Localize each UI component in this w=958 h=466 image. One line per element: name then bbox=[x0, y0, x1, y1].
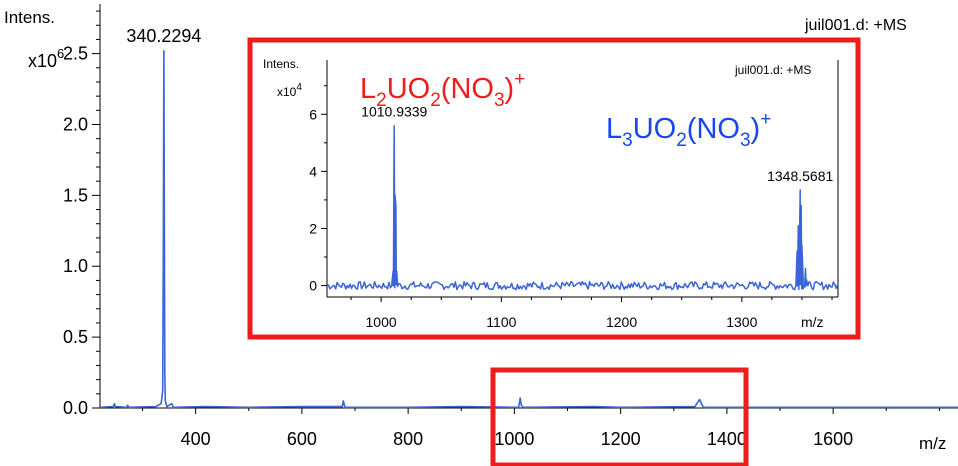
main-y-tick-label: 2.0 bbox=[63, 114, 88, 134]
main-x-tick-label: 800 bbox=[393, 429, 423, 449]
inset-x-tick-label: 1200 bbox=[606, 314, 637, 330]
inset-y-axis-label: Intens. bbox=[263, 57, 299, 71]
main-y-multiplier-base: x10 bbox=[28, 51, 57, 71]
formula-l2uo2no3-label: L2UO2(NO3)+ bbox=[360, 69, 525, 111]
main-x-tick-label: 1400 bbox=[707, 429, 747, 449]
main-file-label: juil001.d: +MS bbox=[804, 17, 907, 34]
inset-y-multiplier: x104 bbox=[277, 82, 302, 99]
main-y-tick-label: 2.5 bbox=[63, 44, 88, 64]
main-y-multiplier: x106 bbox=[28, 46, 64, 71]
inset-peak-label: 1010.9339 bbox=[361, 104, 427, 120]
inset-x-tick-label: 1300 bbox=[726, 314, 757, 330]
main-y-axis-label: Intens. bbox=[4, 8, 55, 27]
inset-file-label: juil001.d: +MS bbox=[734, 63, 811, 77]
main-x-axis-label: m/z bbox=[919, 434, 946, 453]
main-x-tick-label: 400 bbox=[181, 429, 211, 449]
main-peak-label: 340.2294 bbox=[126, 26, 201, 46]
main-x-tick-label: 1600 bbox=[813, 429, 853, 449]
inset-y-multiplier-exponent: 4 bbox=[296, 82, 302, 93]
main-spectrum-line bbox=[99, 50, 958, 409]
zoom-region-highlight bbox=[490, 367, 749, 466]
formula-l3uo2no3-label: L3UO2(NO3)+ bbox=[606, 109, 771, 151]
main-x-tick-label: 600 bbox=[287, 429, 317, 449]
inset-y-tick-label: 0 bbox=[309, 278, 317, 294]
inset-y-tick-label: 2 bbox=[309, 220, 317, 236]
main-y-tick-label: 1.5 bbox=[63, 185, 88, 205]
main-x-tick-label: 1200 bbox=[601, 429, 641, 449]
inset-y-tick-label: 4 bbox=[309, 163, 317, 179]
main-y-multiplier-exponent: 6 bbox=[57, 46, 64, 61]
main-plot: 400 600 800 1000 1200 1400 1600 0.0 0.5 1.0 1.5 2.0… bbox=[4, 4, 958, 466]
inset-x-tick-label: 1100 bbox=[486, 314, 516, 330]
main-x-tick-label: 1000 bbox=[494, 429, 534, 449]
inset-y-tick-label: 6 bbox=[309, 106, 317, 122]
inset-x-tick-label: 1000 bbox=[366, 314, 397, 330]
main-y-tick-label: 0.5 bbox=[63, 327, 88, 347]
inset-spectrum-line bbox=[326, 124, 839, 291]
inset-frame bbox=[247, 37, 861, 340]
main-y-tick-label: 1.0 bbox=[63, 256, 88, 276]
main-y-tick-label: 0.0 bbox=[63, 398, 88, 418]
inset-peak-label: 1348.5681 bbox=[767, 168, 833, 184]
inset-x-axis-label: m/z bbox=[801, 314, 824, 330]
inset-y-multiplier-base: x10 bbox=[277, 85, 297, 99]
